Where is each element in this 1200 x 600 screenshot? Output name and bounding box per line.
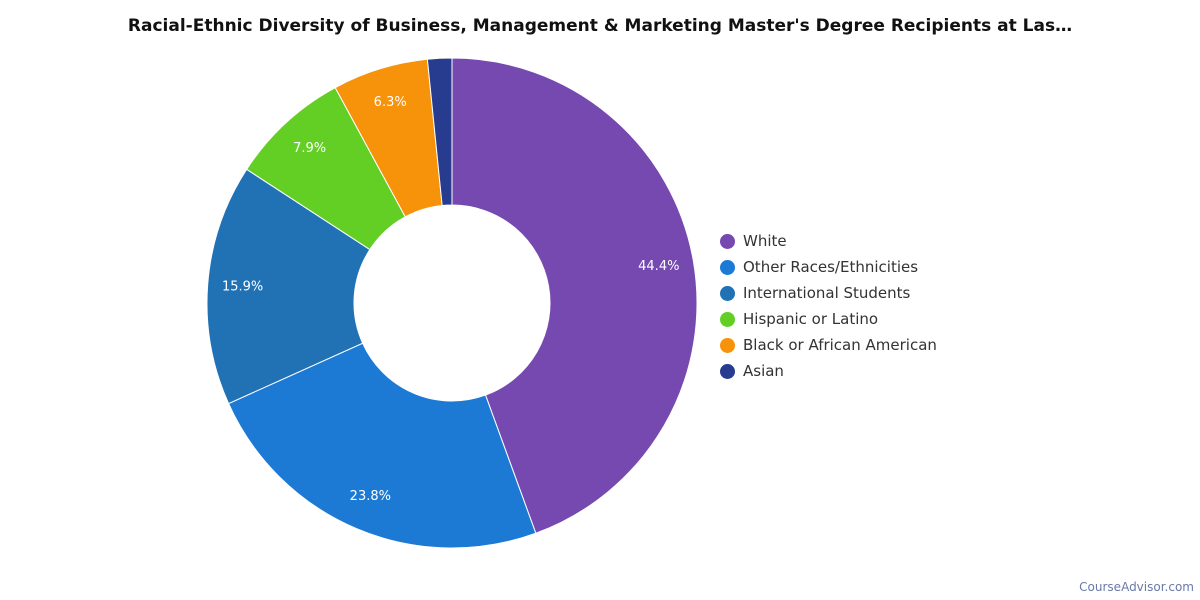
- data-label-international-students: 15.9%: [222, 279, 263, 294]
- slice-other-races-ethnicities[interactable]: [227, 342, 537, 549]
- legend-label-white: White: [743, 232, 787, 250]
- legend-label-international: International Students: [743, 284, 911, 302]
- legend-label-hispanic: Hispanic or Latino: [743, 310, 879, 328]
- slice-asian[interactable]: [426, 57, 453, 207]
- chart-title: Racial-Ethnic Diversity of Business, Man…: [127, 16, 1073, 36]
- source-credit[interactable]: CourseAdvisor.com: [1079, 580, 1194, 594]
- legend-swatch-other-races: [720, 259, 735, 275]
- legend-item-international[interactable]: International Students: [720, 280, 1020, 306]
- legend-item-asian[interactable]: Asian: [720, 358, 1020, 384]
- legend-swatch-white: [720, 233, 735, 249]
- data-label-black-or-african-american: 6.3%: [374, 95, 407, 110]
- legend-swatch-hispanic: [720, 311, 735, 327]
- data-label-hispanic-or-latino: 7.9%: [293, 141, 326, 156]
- slice-white[interactable]: [451, 57, 698, 534]
- legend-swatch-black: [720, 337, 735, 353]
- legend-item-other-races[interactable]: Other Races/Ethnicities: [720, 254, 1020, 280]
- slice-international-students[interactable]: [206, 168, 371, 405]
- data-label-other-races-ethnicities: 23.8%: [350, 489, 391, 504]
- legend-swatch-international: [720, 285, 735, 301]
- chart-legend: White Other Races/Ethnicities Internatio…: [720, 228, 1020, 384]
- legend-item-black[interactable]: Black or African American: [720, 332, 1020, 358]
- legend-item-hispanic[interactable]: Hispanic or Latino: [720, 306, 1020, 332]
- legend-label-asian: Asian: [743, 362, 784, 380]
- legend-label-black: Black or African American: [743, 336, 937, 354]
- legend-swatch-asian: [720, 363, 735, 379]
- legend-item-white[interactable]: White: [720, 228, 1020, 254]
- legend-label-other-races: Other Races/Ethnicities: [743, 258, 919, 276]
- data-label-white: 44.4%: [638, 259, 679, 274]
